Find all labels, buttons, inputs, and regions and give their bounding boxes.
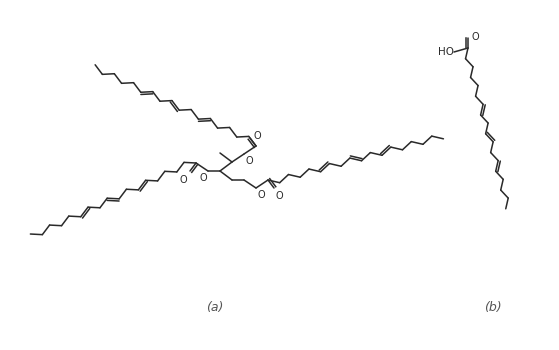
Text: (a): (a)	[206, 301, 224, 315]
Text: O: O	[257, 190, 264, 200]
Text: O: O	[471, 32, 479, 42]
Text: HO: HO	[438, 47, 454, 57]
Text: O: O	[276, 191, 283, 201]
Text: O: O	[245, 156, 253, 166]
Text: O: O	[179, 175, 187, 185]
Text: O: O	[253, 131, 260, 141]
Text: (b): (b)	[484, 301, 502, 315]
Text: O: O	[200, 173, 207, 183]
